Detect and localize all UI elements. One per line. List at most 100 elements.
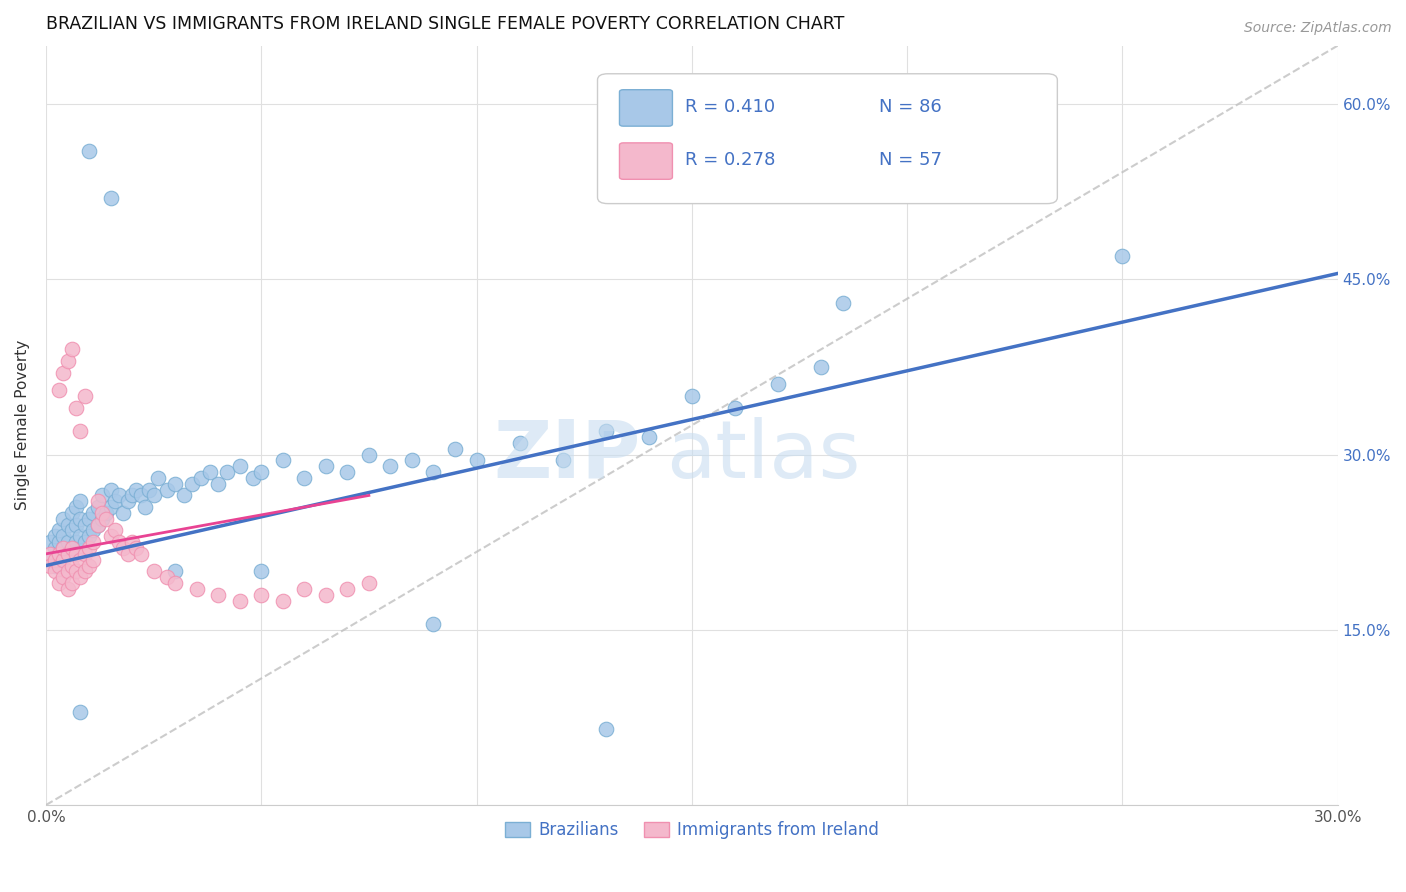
Point — [86, 500, 108, 515]
Point — [215, 465, 238, 479]
Point — [56, 547, 79, 561]
Point — [155, 570, 177, 584]
Point — [82, 524, 104, 538]
Point — [39, 552, 62, 566]
Point — [228, 459, 250, 474]
Point — [91, 512, 114, 526]
Point — [60, 541, 83, 555]
Point — [138, 483, 160, 497]
Point — [292, 471, 315, 485]
Point — [315, 459, 337, 474]
FancyBboxPatch shape — [598, 74, 1057, 203]
Point — [250, 465, 273, 479]
Point — [73, 535, 96, 549]
Point — [77, 541, 100, 555]
Point — [52, 512, 75, 526]
Point — [52, 366, 75, 380]
Point — [146, 471, 169, 485]
Point — [422, 465, 444, 479]
Point — [60, 541, 83, 555]
Point — [44, 529, 66, 543]
Point — [357, 576, 380, 591]
Point — [73, 565, 96, 579]
Point — [56, 565, 79, 579]
Point — [121, 535, 143, 549]
Point — [165, 476, 187, 491]
Point — [69, 705, 91, 719]
Point — [73, 389, 96, 403]
Point — [165, 576, 187, 591]
Point — [96, 512, 118, 526]
Point — [117, 547, 139, 561]
Point — [60, 576, 83, 591]
Text: ZIP: ZIP — [494, 417, 640, 495]
Point — [77, 512, 100, 526]
Point — [48, 524, 70, 538]
Point — [52, 552, 75, 566]
Text: R = 0.410: R = 0.410 — [685, 98, 776, 116]
Point — [637, 430, 659, 444]
Point — [77, 529, 100, 543]
Point — [117, 494, 139, 508]
Point — [142, 565, 165, 579]
Point — [207, 476, 229, 491]
Point — [52, 541, 75, 555]
Point — [82, 506, 104, 520]
Point — [77, 558, 100, 573]
Point — [724, 401, 747, 415]
Point — [1111, 249, 1133, 263]
Point — [207, 588, 229, 602]
Point — [422, 616, 444, 631]
Point — [48, 558, 70, 573]
Point — [65, 547, 87, 561]
Point — [190, 471, 212, 485]
Legend: Brazilians, Immigrants from Ireland: Brazilians, Immigrants from Ireland — [498, 814, 886, 846]
Point — [250, 565, 273, 579]
Point — [595, 722, 617, 736]
Point — [142, 488, 165, 502]
Point — [165, 565, 187, 579]
Point — [82, 535, 104, 549]
Point — [60, 524, 83, 538]
Point — [44, 565, 66, 579]
Point — [48, 547, 70, 561]
Point — [48, 552, 70, 566]
Point — [173, 488, 195, 502]
Point — [60, 506, 83, 520]
Point — [198, 465, 221, 479]
Point — [69, 529, 91, 543]
Point — [39, 535, 62, 549]
Point — [380, 459, 402, 474]
Point — [292, 582, 315, 596]
Point — [52, 529, 75, 543]
Point — [39, 547, 62, 561]
Point — [100, 483, 122, 497]
Point — [444, 442, 467, 456]
Point — [112, 541, 135, 555]
Point — [121, 488, 143, 502]
Point — [401, 453, 423, 467]
Point — [48, 535, 70, 549]
Point — [65, 500, 87, 515]
Point — [48, 576, 70, 591]
Point — [77, 144, 100, 158]
Text: N = 86: N = 86 — [879, 98, 942, 116]
Point — [56, 582, 79, 596]
Point — [91, 506, 114, 520]
Point — [134, 500, 156, 515]
Point — [86, 517, 108, 532]
Point — [73, 517, 96, 532]
Point — [48, 384, 70, 398]
Point — [69, 512, 91, 526]
Point — [681, 389, 703, 403]
Point — [104, 494, 127, 508]
Point — [56, 354, 79, 368]
Point — [56, 535, 79, 549]
Point — [112, 506, 135, 520]
Point — [100, 529, 122, 543]
Text: R = 0.278: R = 0.278 — [685, 152, 776, 169]
Text: BRAZILIAN VS IMMIGRANTS FROM IRELAND SINGLE FEMALE POVERTY CORRELATION CHART: BRAZILIAN VS IMMIGRANTS FROM IRELAND SIN… — [46, 15, 845, 33]
Point — [108, 488, 131, 502]
Point — [810, 359, 832, 374]
Point — [69, 424, 91, 438]
